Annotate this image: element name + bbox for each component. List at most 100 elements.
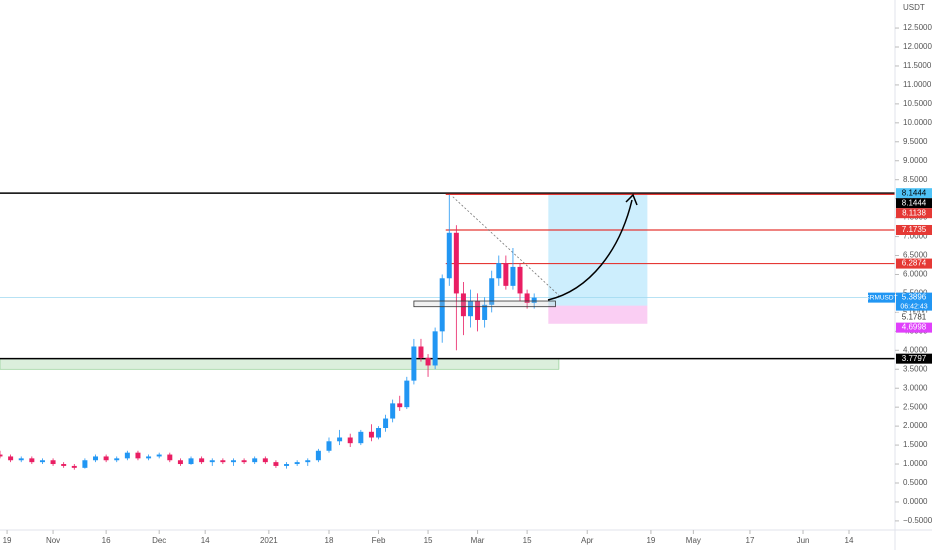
x-tick-label: 19 bbox=[646, 536, 655, 545]
x-tick-label: 14 bbox=[845, 536, 854, 545]
support-zone bbox=[0, 358, 560, 370]
candle-body bbox=[482, 304, 488, 320]
y-tick-label: 12.5000 bbox=[903, 23, 932, 32]
y-tick-label: 10.5000 bbox=[903, 99, 932, 108]
candle-body bbox=[209, 460, 215, 463]
candle-body bbox=[347, 437, 353, 444]
position-target bbox=[548, 193, 648, 306]
candle-body bbox=[93, 456, 99, 461]
y-tick-label: 7.0000 bbox=[903, 232, 928, 241]
candle-body bbox=[0, 454, 3, 457]
candle-body bbox=[439, 278, 445, 332]
candle-body bbox=[467, 301, 473, 317]
candle-body bbox=[510, 266, 516, 286]
x-tick-label: 2021 bbox=[260, 536, 278, 545]
candle-body bbox=[220, 460, 226, 463]
price-label-bg bbox=[896, 208, 932, 219]
candle-body bbox=[418, 346, 424, 358]
candle-body bbox=[397, 403, 403, 408]
y-tick-label: 6.0000 bbox=[903, 270, 928, 279]
symbol-label-bg bbox=[868, 292, 895, 303]
candle-body bbox=[368, 431, 374, 438]
candle-body bbox=[404, 380, 410, 408]
candle-body bbox=[103, 456, 109, 461]
candle-body bbox=[432, 331, 438, 366]
candle-body bbox=[273, 462, 279, 466]
price-label: 8.1444 bbox=[902, 188, 927, 197]
y-tick-label: 2.0000 bbox=[903, 421, 928, 430]
plot bbox=[0, 192, 895, 470]
x-tick-label: 17 bbox=[746, 536, 755, 545]
y-tick-label: 3.5000 bbox=[903, 364, 928, 373]
candle-body bbox=[326, 441, 332, 451]
x-tick-label: 15 bbox=[424, 536, 433, 545]
y-tick-label: 0.5000 bbox=[903, 478, 928, 487]
y-tick-label: 0.0000 bbox=[903, 497, 928, 506]
candle-body bbox=[262, 458, 268, 463]
candle-body bbox=[167, 454, 173, 461]
price-label-bg bbox=[896, 292, 932, 311]
candle-body bbox=[489, 278, 495, 305]
candle-body bbox=[156, 454, 162, 457]
candle-body bbox=[284, 464, 290, 466]
price-label: 6.2874 bbox=[902, 259, 927, 268]
arrow-head bbox=[625, 193, 638, 206]
candle-body bbox=[305, 460, 311, 463]
candle-body bbox=[446, 232, 452, 279]
x-tick-label: 14 bbox=[201, 536, 210, 545]
x-tick-label: 19 bbox=[3, 536, 12, 545]
price-label-bg bbox=[896, 198, 932, 209]
y-tick-label: 9.5000 bbox=[903, 137, 928, 146]
candle-body bbox=[177, 460, 183, 465]
price-label: 7.1735 bbox=[902, 225, 927, 234]
price-label-bg bbox=[896, 312, 932, 323]
candle-body bbox=[531, 297, 537, 303]
x-tick-label: May bbox=[686, 536, 701, 545]
candle-body bbox=[337, 437, 343, 442]
x-tick-label: Apr bbox=[581, 536, 594, 545]
time-label: 06:42:43 bbox=[900, 303, 927, 310]
x-tick-label: Mar bbox=[471, 536, 485, 545]
y-tick-label: 2.5000 bbox=[903, 402, 928, 411]
price-label: 8.1138 bbox=[902, 208, 926, 217]
x-tick-label: Jun bbox=[797, 536, 810, 545]
candle-body bbox=[82, 460, 88, 468]
symbol-label: SRMUSDT bbox=[865, 294, 897, 301]
price-label: 8.1444 bbox=[902, 198, 927, 207]
candle-body bbox=[124, 452, 130, 459]
candle-body bbox=[8, 456, 14, 461]
y-tick-label: 1.0000 bbox=[903, 459, 928, 468]
candle-body bbox=[425, 357, 431, 366]
candle-body bbox=[460, 293, 466, 317]
x-tick-label: Dec bbox=[152, 536, 166, 545]
candle-body bbox=[61, 464, 67, 466]
range-box bbox=[413, 300, 556, 308]
candle-body bbox=[411, 346, 417, 381]
x-tick-label: 18 bbox=[325, 536, 334, 545]
candle-body bbox=[252, 458, 258, 463]
y-tick-label: 10.0000 bbox=[903, 118, 932, 127]
candle-body bbox=[376, 428, 382, 438]
price-label-bg bbox=[896, 322, 932, 333]
x-tick-label: 15 bbox=[523, 536, 532, 545]
candle-body bbox=[188, 458, 194, 465]
candle-body bbox=[358, 431, 364, 444]
x-tick-label: Feb bbox=[372, 536, 386, 545]
price-label: 5.3896 bbox=[902, 293, 927, 302]
candle-body bbox=[199, 458, 205, 463]
y-tick-label: 5.0000 bbox=[903, 307, 928, 316]
y-tick-label: 3.0000 bbox=[903, 383, 928, 392]
position-stop bbox=[548, 305, 648, 324]
candle-body bbox=[50, 460, 56, 465]
arrow bbox=[547, 199, 633, 301]
y-tick-label: 9.0000 bbox=[903, 156, 928, 165]
candle-body bbox=[517, 266, 523, 294]
candle-body bbox=[475, 301, 481, 320]
candle-body bbox=[241, 460, 247, 463]
x-tick-label: Nov bbox=[46, 536, 60, 545]
y-tick-label: 6.5000 bbox=[903, 251, 928, 260]
candle-body bbox=[383, 418, 389, 429]
price-label-bg bbox=[896, 224, 932, 235]
